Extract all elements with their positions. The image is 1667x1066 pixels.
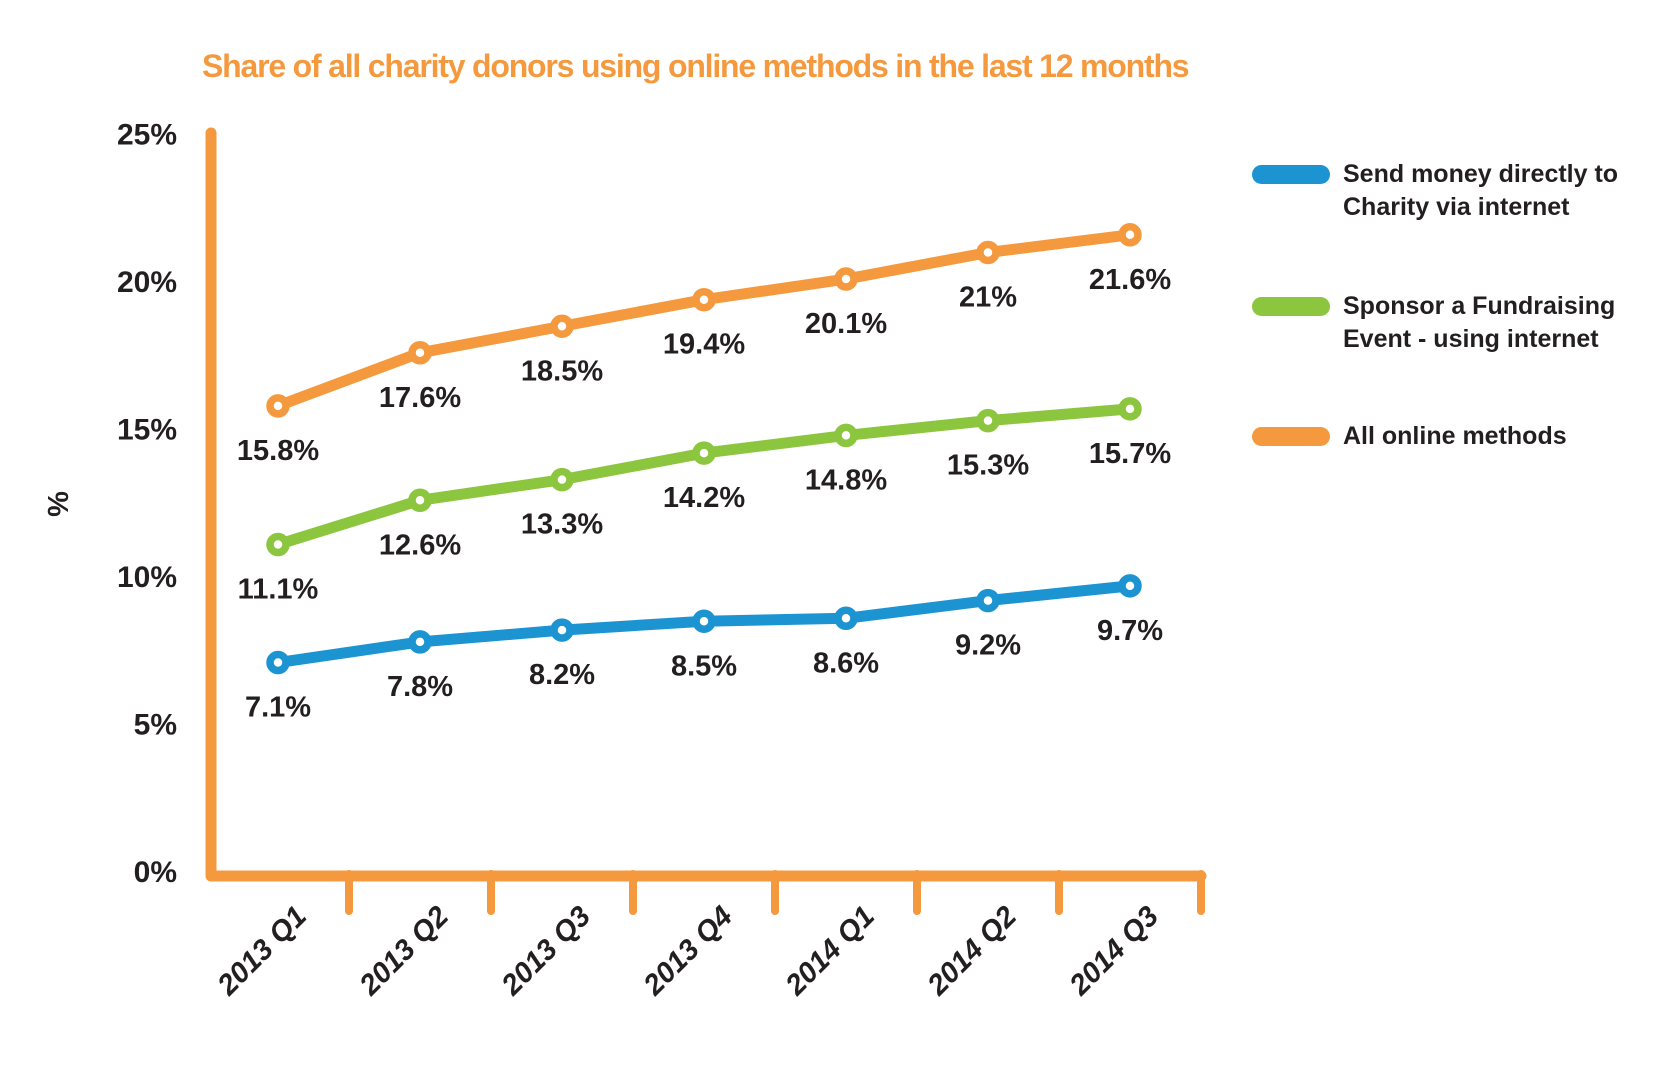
data-point-marker	[408, 630, 432, 654]
data-point-marker	[1118, 574, 1142, 598]
data-point-label: 8.5%	[671, 650, 737, 682]
data-point-label: 7.8%	[387, 671, 453, 703]
legend-label-send-money: Send money directly to Charity via inter…	[1343, 160, 1619, 221]
x-axis-tick-label: 2013 Q4	[637, 900, 739, 1002]
legend-swatch-all-online	[1252, 427, 1330, 446]
y-axis-tick-label: 15%	[117, 414, 177, 447]
y-axis-tick-label: 5%	[134, 709, 177, 742]
data-point-label: 14.8%	[805, 464, 887, 496]
data-point-label: 9.7%	[1097, 615, 1163, 647]
y-axis-tick-label: 25%	[117, 119, 177, 152]
data-point-marker	[976, 588, 1000, 613]
data-point-marker	[1118, 397, 1142, 421]
data-point-label: 8.2%	[529, 659, 595, 691]
y-axis-tick-label: 20%	[117, 266, 177, 299]
data-point-marker	[408, 341, 432, 365]
x-axis-tick-label: 2013 Q2	[353, 900, 455, 1002]
data-point-label: 20.1%	[805, 308, 887, 340]
legend-label-sponsor-event: Sponsor a Fundraising Event - using inte…	[1343, 292, 1616, 353]
x-axis-tick-label: 2013 Q1	[211, 900, 313, 1002]
data-point-marker	[550, 467, 574, 492]
data-point-label: 19.4%	[663, 329, 745, 361]
data-point-label: 21%	[959, 282, 1017, 314]
data-point-label: 15.7%	[1089, 438, 1171, 470]
data-point-marker	[976, 408, 1000, 433]
x-axis-tick-label: 2013 Q3	[495, 900, 597, 1002]
data-point-marker	[550, 618, 574, 642]
legend-label-all-online: All online methods	[1343, 422, 1567, 450]
data-point-label: 17.6%	[379, 382, 461, 414]
data-point-marker	[834, 606, 858, 631]
y-axis-tick-label: 10%	[117, 561, 177, 594]
data-point-label: 18.5%	[521, 355, 603, 387]
data-point-label: 21.6%	[1089, 264, 1171, 296]
data-point-marker	[266, 394, 290, 418]
data-point-label: 11.1%	[238, 574, 319, 606]
chart-title: Share of all charity donors using online…	[202, 48, 1190, 84]
axis-line	[205, 127, 1207, 882]
data-point-marker	[692, 609, 716, 633]
data-point-label: 13.3%	[521, 509, 603, 541]
series-line-2	[272, 229, 1136, 412]
data-point-marker	[550, 314, 574, 338]
data-point-label: 12.6%	[379, 529, 461, 561]
data-point-label: 9.2%	[955, 630, 1021, 662]
y-axis-tick-label: 0%	[134, 856, 177, 889]
legend-item-send-money: Send money directly to Charity via inter…	[1252, 158, 1643, 224]
data-point-marker	[976, 240, 1000, 265]
legend-swatch-sponsor-event	[1252, 297, 1330, 316]
data-point-label: 8.6%	[813, 647, 879, 679]
legend-item-all-online: All online methods	[1252, 420, 1643, 453]
data-point-marker	[408, 488, 432, 513]
y-axis-title: %	[43, 491, 75, 517]
data-point-marker	[692, 287, 716, 312]
legend-swatch-send-money	[1252, 165, 1330, 184]
data-point-marker	[834, 267, 858, 291]
data-point-label: 15.3%	[947, 450, 1029, 482]
data-point-marker	[266, 650, 290, 675]
x-axis-tick-label: 2014 Q1	[779, 900, 881, 1002]
data-point-label: 7.1%	[245, 692, 311, 724]
data-point-label: 14.2%	[663, 482, 745, 514]
data-point-marker	[1118, 223, 1142, 247]
data-point-marker	[834, 423, 858, 448]
x-axis-tick-label: 2014 Q2	[921, 900, 1023, 1002]
legend-item-sponsor-event: Sponsor a Fundraising Event - using inte…	[1252, 290, 1643, 356]
data-point-marker	[266, 532, 290, 557]
data-point-label: 15.8%	[237, 435, 319, 467]
x-axis-tick-label: 2014 Q3	[1063, 900, 1165, 1002]
data-point-marker	[692, 441, 716, 465]
